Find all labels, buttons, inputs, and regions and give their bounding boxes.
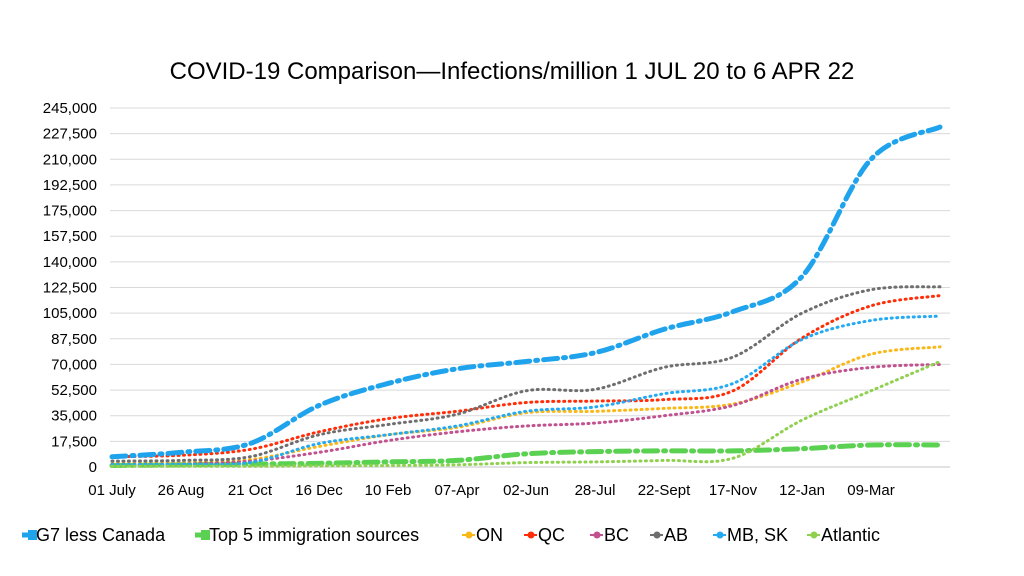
legend-label: AB <box>664 525 688 545</box>
legend-marker <box>593 531 601 539</box>
legend-marker <box>527 531 535 539</box>
y-tick-label: 122,500 <box>43 280 97 297</box>
y-tick-label: 70,000 <box>51 356 97 373</box>
legend-label: G7 less Canada <box>36 525 166 545</box>
legend-marker <box>810 531 818 539</box>
legend-label: ON <box>476 525 503 545</box>
y-tick-label: 157,500 <box>43 228 97 245</box>
legend-item-qc: QC <box>524 525 565 545</box>
series-line-ab <box>110 285 942 463</box>
legend-marker <box>653 531 661 539</box>
x-tick-label: 26 Aug <box>158 482 205 499</box>
series-line-g7-less-canada <box>109 124 943 460</box>
legend-item-mb-sk: MB, SK <box>713 525 788 545</box>
legend-label: Atlantic <box>821 525 880 545</box>
y-tick-label: 227,500 <box>43 126 97 143</box>
legend-label: MB, SK <box>727 525 788 545</box>
legend-marker <box>716 531 724 539</box>
series-lines <box>109 124 943 469</box>
series-line-mb-sk <box>110 314 942 467</box>
legend-item-on: ON <box>462 525 503 545</box>
x-tick-label: 16 Dec <box>295 482 343 499</box>
y-tick-labels: 0 17,500 35,000 52,500 70,000 87,500 105,000 12… <box>43 100 97 476</box>
legend-marker <box>28 530 37 540</box>
gridlines <box>110 107 950 442</box>
x-tick-label: 21 Oct <box>228 482 273 499</box>
x-tick-label: 28-Jul <box>575 482 616 499</box>
legend-item-ab: AB <box>650 525 688 545</box>
y-tick-label: 140,000 <box>43 254 97 271</box>
legend: G7 less Canada Top 5 immigration sources O… <box>22 525 880 545</box>
x-tick-label: 17-Nov <box>709 482 758 499</box>
series-line-qc <box>110 294 942 459</box>
y-tick-label: 245,000 <box>43 100 97 117</box>
legend-item-bc: BC <box>590 525 629 545</box>
y-tick-label: 87,500 <box>51 331 97 348</box>
y-tick-label: 210,000 <box>43 151 97 168</box>
series-line-atlantic <box>110 359 942 468</box>
chart-title: COVID-19 Comparison—Infections/million 1… <box>169 58 855 85</box>
x-tick-labels: 01 July 26 Aug 21 Oct 16 Dec 10 Feb 07-Apr 02-… <box>88 482 895 499</box>
y-tick-label: 0 <box>89 459 97 476</box>
x-tick-label: 09-Mar <box>847 482 895 499</box>
legend-marker <box>465 531 473 539</box>
legend-label: Top 5 immigration sources <box>209 525 419 545</box>
y-tick-label: 192,500 <box>43 177 97 194</box>
legend-label: BC <box>604 525 629 545</box>
legend-item-top-5-immigration-sources: Top 5 immigration sources <box>195 525 419 545</box>
x-tick-label: 01 July <box>88 482 136 499</box>
y-tick-label: 17,500 <box>51 433 97 450</box>
x-tick-label: 22-Sept <box>638 482 691 499</box>
y-tick-label: 35,000 <box>51 408 97 425</box>
legend-item-g7-less-canada: G7 less Canada <box>22 525 166 545</box>
legend-item-atlantic: Atlantic <box>807 525 880 545</box>
y-tick-label: 52,500 <box>51 382 97 399</box>
y-tick-label: 175,000 <box>43 203 97 220</box>
x-tick-label: 12-Jan <box>779 482 825 499</box>
x-tick-label: 07-Apr <box>434 482 479 499</box>
y-tick-label: 105,000 <box>43 305 97 322</box>
x-tick-label: 02-Jun <box>503 482 549 499</box>
x-tick-label: 10 Feb <box>365 482 412 499</box>
legend-label: QC <box>538 525 565 545</box>
legend-marker <box>201 530 210 540</box>
